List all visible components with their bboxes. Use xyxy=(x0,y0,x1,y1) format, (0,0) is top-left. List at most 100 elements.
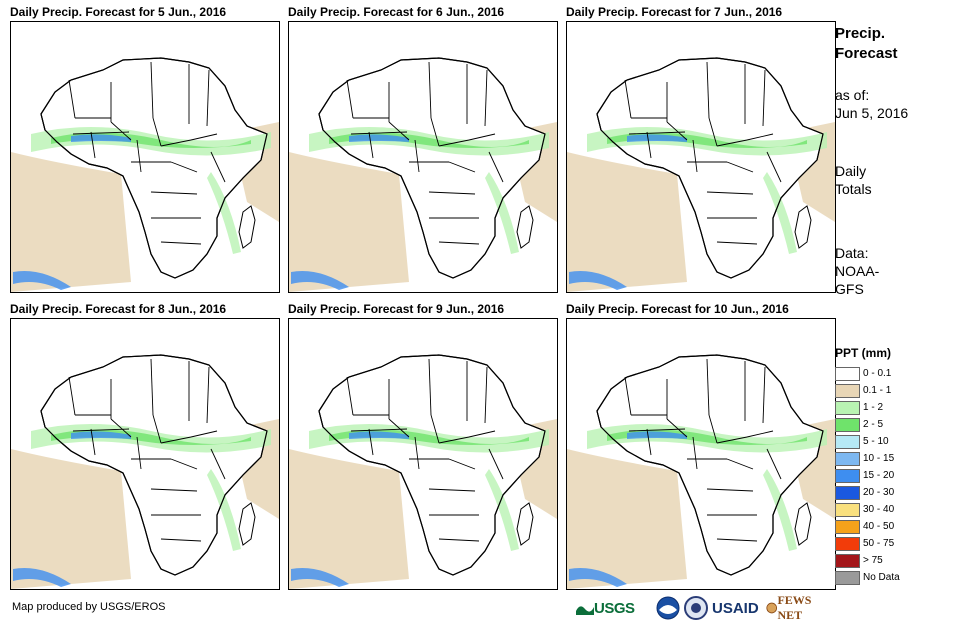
forecast-panel-2: Daily Precip. Forecast for 6 Jun., 2016 xyxy=(288,4,558,294)
country-border xyxy=(72,131,130,135)
legend-label: 10 - 15 xyxy=(863,453,895,464)
legend-item: 1 - 2 xyxy=(835,400,955,417)
country-border xyxy=(666,418,688,438)
totals-line: Totals xyxy=(835,181,872,197)
usaid-logo: USAID xyxy=(712,594,764,622)
rainfall-area xyxy=(71,134,131,142)
legend-item: 0 - 0.1 xyxy=(835,366,955,383)
coastline xyxy=(596,57,824,279)
madagascar xyxy=(794,502,812,546)
rainfall-area xyxy=(349,134,409,142)
country-border xyxy=(766,448,782,480)
legend-label: > 75 xyxy=(863,555,883,566)
country-border xyxy=(628,428,686,432)
legend-label: 20 - 30 xyxy=(863,487,895,498)
country-border xyxy=(430,414,440,444)
rainfall-area xyxy=(13,568,71,587)
country-border xyxy=(160,241,202,245)
country-border xyxy=(428,358,432,416)
rainfall-area xyxy=(569,271,627,290)
rainfall-area xyxy=(485,469,519,551)
country-border xyxy=(692,139,698,173)
legend-swatch xyxy=(835,384,860,398)
country-border xyxy=(716,436,748,444)
side-title-line: Precip. xyxy=(835,25,886,42)
legend-item: 5 - 10 xyxy=(835,434,955,451)
country-border xyxy=(350,428,408,432)
legend-item: 40 - 50 xyxy=(835,519,955,536)
madagascar xyxy=(794,205,812,249)
country-border xyxy=(90,131,96,159)
rainfall-area xyxy=(349,431,409,439)
country-border xyxy=(484,366,488,424)
legend-swatch xyxy=(835,469,860,483)
country-border xyxy=(488,448,504,480)
country-border xyxy=(190,133,218,141)
legend-swatch xyxy=(835,401,860,415)
country-border xyxy=(766,151,782,183)
madagascar xyxy=(516,205,534,249)
coastline xyxy=(40,354,268,576)
legend-swatch xyxy=(835,571,860,585)
totals-line: Daily xyxy=(835,163,867,179)
data-source-line: GFS xyxy=(835,281,864,297)
legend-swatch xyxy=(835,520,860,534)
country-border xyxy=(170,458,198,470)
side-title-line: Forecast xyxy=(835,45,898,62)
usgs-wave-icon xyxy=(576,606,594,615)
rainfall-area xyxy=(627,134,687,142)
data-source: Data: NOAA- GFS xyxy=(835,244,960,298)
country-border xyxy=(414,139,420,173)
legend-label: 1 - 2 xyxy=(863,402,884,413)
country-border xyxy=(448,161,476,173)
country-border xyxy=(136,139,142,173)
legend-swatch xyxy=(835,554,860,568)
precip-map xyxy=(10,318,280,590)
dry-ocean-area xyxy=(11,449,131,589)
country-border xyxy=(68,79,76,119)
legend-swatch xyxy=(835,503,860,517)
country-border xyxy=(110,418,132,438)
country-border xyxy=(708,117,718,147)
country-border xyxy=(746,133,774,141)
country-border xyxy=(438,436,470,444)
rainfall-area xyxy=(763,172,797,254)
legend-item: No Data xyxy=(835,570,955,587)
country-border xyxy=(388,418,410,438)
country-border xyxy=(414,436,420,470)
precip-map xyxy=(288,318,558,590)
legend-swatch xyxy=(835,452,860,466)
usgs-logo-text: USGS xyxy=(594,599,635,617)
country-border xyxy=(706,358,710,416)
country-border xyxy=(368,428,374,456)
country-border xyxy=(160,139,192,147)
legend-swatch xyxy=(835,418,860,432)
coastline xyxy=(318,57,546,279)
noaa-logo-icon xyxy=(656,594,682,622)
precip-map xyxy=(288,21,558,293)
country-border xyxy=(708,414,718,444)
country-border xyxy=(206,69,210,127)
dry-ocean-area xyxy=(567,152,687,292)
state-seal-icon xyxy=(684,594,710,622)
forecast-panel-3: Daily Precip. Forecast for 7 Jun., 2016 xyxy=(566,4,836,294)
country-border xyxy=(716,139,748,147)
map-credit: Map produced by USGS/EROS xyxy=(12,601,166,613)
country-border xyxy=(150,488,198,492)
legend-item: 15 - 20 xyxy=(835,468,955,485)
coastline xyxy=(318,354,546,576)
dry-ocean-area xyxy=(289,152,409,292)
country-border xyxy=(428,61,432,119)
country-border xyxy=(438,241,480,245)
fews-globe-icon xyxy=(766,602,778,614)
country-border xyxy=(746,430,774,438)
country-border xyxy=(706,488,754,492)
dry-ocean-area xyxy=(11,152,131,292)
as-of-date: as of: Jun 5, 2016 xyxy=(835,86,960,122)
country-border xyxy=(210,151,226,183)
rainfall-area xyxy=(291,271,349,290)
totals-note: Daily Totals xyxy=(835,162,960,198)
legend-swatch xyxy=(835,435,860,449)
country-border xyxy=(152,414,162,444)
legend-item: 30 - 40 xyxy=(835,502,955,519)
